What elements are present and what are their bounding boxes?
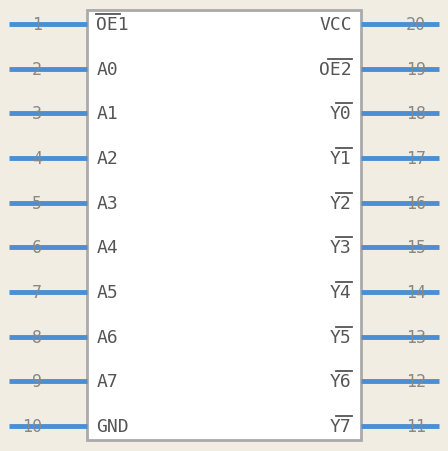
- Text: 11: 11: [406, 417, 426, 435]
- Text: 9: 9: [32, 373, 42, 391]
- Text: A2: A2: [96, 150, 118, 168]
- Text: 19: 19: [406, 60, 426, 78]
- Text: 15: 15: [406, 239, 426, 257]
- Text: 20: 20: [406, 16, 426, 34]
- Text: 6: 6: [32, 239, 42, 257]
- Text: A1: A1: [96, 105, 118, 123]
- Text: A6: A6: [96, 328, 118, 346]
- Text: A0: A0: [96, 60, 118, 78]
- Text: A3: A3: [96, 194, 118, 212]
- Text: 12: 12: [406, 373, 426, 391]
- Text: 2: 2: [32, 60, 42, 78]
- Text: 14: 14: [406, 283, 426, 301]
- Text: Y6: Y6: [330, 373, 352, 391]
- Text: OE2: OE2: [319, 60, 352, 78]
- Text: 16: 16: [406, 194, 426, 212]
- Text: OE1: OE1: [96, 16, 129, 34]
- Text: 4: 4: [32, 150, 42, 168]
- Text: 10: 10: [22, 417, 42, 435]
- Text: 17: 17: [406, 150, 426, 168]
- Text: Y5: Y5: [330, 328, 352, 346]
- Text: A7: A7: [96, 373, 118, 391]
- Text: Y0: Y0: [330, 105, 352, 123]
- Text: Y1: Y1: [330, 150, 352, 168]
- Text: 1: 1: [32, 16, 42, 34]
- Text: 13: 13: [406, 328, 426, 346]
- Text: Y4: Y4: [330, 283, 352, 301]
- Text: VCC: VCC: [319, 16, 352, 34]
- Text: Y7: Y7: [330, 417, 352, 435]
- Text: 8: 8: [32, 328, 42, 346]
- Text: A4: A4: [96, 239, 118, 257]
- Text: Y2: Y2: [330, 194, 352, 212]
- Text: GND: GND: [96, 417, 129, 435]
- Text: 3: 3: [32, 105, 42, 123]
- Text: 7: 7: [32, 283, 42, 301]
- Text: 18: 18: [406, 105, 426, 123]
- Text: 5: 5: [32, 194, 42, 212]
- Text: A5: A5: [96, 283, 118, 301]
- Bar: [87, 11, 361, 440]
- Text: Y3: Y3: [330, 239, 352, 257]
